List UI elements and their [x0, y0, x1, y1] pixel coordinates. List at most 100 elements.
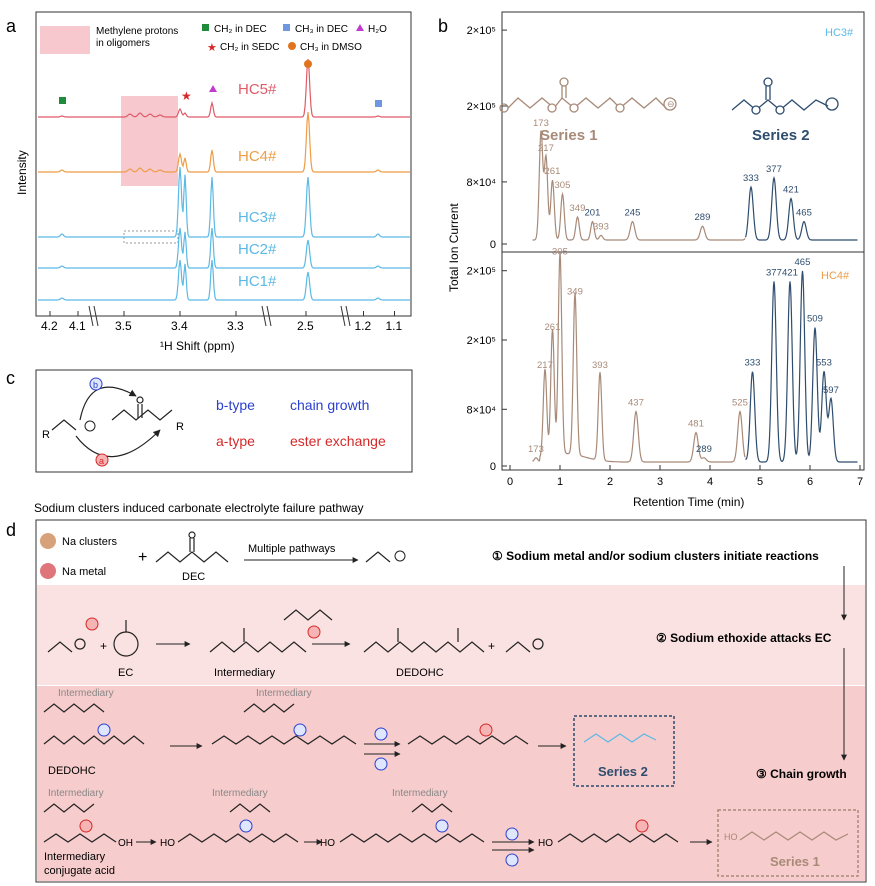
axis-breaks: [88, 305, 351, 327]
series2-structure: [731, 77, 839, 115]
lc-trace-series2-hc3: [744, 176, 858, 241]
intermediary-label: Intermediary: [214, 667, 276, 679]
nmr-plot-frame: [35, 11, 412, 317]
chain-growth-row2: [43, 803, 679, 843]
series1-box-label: Series 1: [770, 854, 820, 869]
lc-peak-label: 349: [567, 286, 583, 297]
nmr-trace-hc1: [38, 259, 410, 301]
lc-peak-label: 349: [570, 203, 586, 214]
multiple-pathways-label: Multiple pathways: [248, 543, 336, 555]
ec-label: EC: [118, 667, 133, 679]
methylene-band: [121, 96, 178, 186]
row3-intermediary-label-1: Intermediary: [58, 688, 114, 699]
row3-b-badge-3: [374, 727, 388, 741]
lc-panel-name-hc4: HC4#: [821, 270, 850, 282]
marker-ch2-dec: [59, 97, 66, 104]
step3-label: ③ Chain growth: [756, 767, 847, 781]
row3-intermediary-label-2: Intermediary: [256, 688, 312, 699]
row4-a-badge-1: [79, 819, 93, 833]
panel-c-a-badge: [95, 453, 109, 467]
step1-label: ① Sodium metal and/or sodium clusters in…: [492, 549, 819, 563]
lc-peak-label: 553: [816, 358, 832, 369]
legend-ch2-sedc: CH₂ in SEDC: [220, 42, 279, 53]
step2-a-badge-2: [307, 625, 321, 639]
series1-box: [717, 809, 859, 877]
chain-growth-row1: [43, 703, 529, 745]
series2-scheme-label: Series 2: [752, 127, 810, 144]
row4-intermediary-label-1: Intermediary: [48, 788, 104, 799]
row4-a-badge-2: [635, 819, 649, 833]
lc-peak-label: 173: [533, 118, 549, 129]
panel-c-anion: [84, 420, 96, 432]
lc-y-tick-label: 2×10⁵: [467, 335, 496, 347]
series1-scheme-label: Series 1: [540, 127, 598, 144]
lc-peak-label: 289: [696, 444, 712, 455]
lc-peak-label: 481: [688, 419, 704, 430]
series1-box-structure: [739, 831, 849, 841]
legend-ch3-dmso: CH₃ in DMSO: [300, 42, 362, 53]
lc-peak-label: 597: [823, 385, 839, 396]
trace-label-hc2: HC2#: [238, 241, 277, 258]
lc-peak-label: 217: [537, 360, 553, 371]
panel-c-frame: [35, 369, 413, 473]
legend-methylene-line2: in oligomers: [96, 38, 150, 49]
lc-x-tick-label: 3: [657, 476, 663, 488]
lc-x-axis-label: Retention Time (min): [633, 495, 744, 509]
lc-y-tick-label: 2×10⁵: [467, 266, 496, 278]
lc-peak-label: 377: [766, 267, 782, 278]
row4-ho-1: HO: [160, 838, 175, 849]
lc-peak-label: 465: [795, 257, 811, 268]
lc-peak-label: 509: [807, 314, 823, 325]
lc-peak-label: 245: [625, 208, 641, 219]
row4-oh: OH: [118, 838, 133, 849]
trace-label-hc5: HC5#: [238, 81, 277, 98]
marker-ch3-dec: [375, 100, 382, 107]
lc-y-tick-label: 8×10⁴: [466, 404, 496, 416]
row3-b-badge-1: [97, 723, 111, 737]
lc-trace-series1-hc3: [532, 130, 746, 241]
plus-sign: +: [138, 549, 147, 566]
trace-label-hc1: HC1#: [238, 273, 277, 290]
marker-dmso: [304, 60, 312, 68]
nmr-tick-label: 4.1: [69, 319, 86, 333]
nmr-tick-label: 2.5: [297, 319, 314, 333]
series1-structure: [499, 77, 677, 113]
lc-x-tick-label: 1: [557, 476, 563, 488]
intermediary-label-row4: Intermediary: [44, 851, 106, 863]
lc-x-tick-label: 2: [607, 476, 613, 488]
na-clusters-label: Na clusters: [62, 536, 118, 548]
nmr-traces: [38, 58, 410, 301]
panel-c-a-letter: a: [99, 456, 104, 466]
lc-peak-label: 421: [782, 267, 798, 278]
lc-plot-frame: [501, 11, 865, 471]
row4-ho-2: HO: [320, 838, 335, 849]
lc-trace-series2-hc4: [745, 270, 858, 463]
lc-peak-label: 305: [555, 180, 571, 191]
lc-peak-label: 261: [545, 166, 561, 177]
panel-c-a-desc: ester exchange: [290, 433, 386, 449]
lc-peak-label: 201: [585, 208, 601, 219]
panel-c-a-type: a-type: [216, 433, 255, 449]
legend-sedc-star: ★: [207, 42, 217, 54]
lc-trace-series1-hc4: [532, 252, 746, 463]
panel-c-b-letter: b: [93, 380, 98, 390]
ec-reaction: [47, 609, 544, 657]
lc-peak-label: 305: [552, 246, 568, 257]
product-plus: +: [488, 639, 495, 653]
na-metal-dot: [40, 563, 56, 579]
lc-peak-label: 289: [695, 212, 711, 223]
nmr-trace-hc3: [38, 166, 410, 238]
legend-methylene-line1: Methylene protons: [96, 26, 178, 37]
nmr-x-axis-label: ¹H Shift (ppm): [160, 339, 235, 353]
lc-panel-name-hc3: HC3#: [825, 27, 854, 39]
step2-a-badge-1: [85, 617, 99, 631]
legend-dmso-dot: [288, 42, 296, 50]
nmr-tick-label: 3.5: [115, 319, 132, 333]
nmr-y-axis-label: Intensity: [15, 150, 29, 195]
row4-b-badge-1: [239, 819, 253, 833]
nmr-tick-label: 4.2: [41, 319, 58, 333]
dec-structure: [155, 531, 229, 563]
row4-intermediary-label-3: Intermediary: [392, 788, 448, 799]
nmr-trace-hc4: [38, 111, 410, 173]
